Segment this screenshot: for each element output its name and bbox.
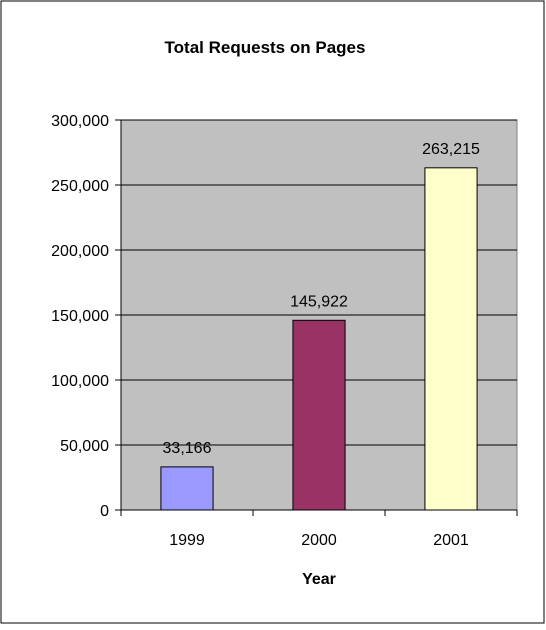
y-tick-label: 300,000 <box>51 113 109 130</box>
y-tick-label: 50,000 <box>60 438 109 455</box>
bar-1999 <box>160 466 214 511</box>
bar-2000 <box>292 319 346 511</box>
x-tick-label: 2000 <box>301 532 337 549</box>
chart-title: Total Requests on Pages <box>165 38 366 57</box>
bar-2001 <box>424 167 478 511</box>
data-label: 145,922 <box>290 293 348 310</box>
y-axis-ticks: 0 50,000 100,000 150,000 200,000 250,000 300,0… <box>51 113 121 520</box>
x-tick-label: 2001 <box>433 532 469 549</box>
y-tick-label: 150,000 <box>51 308 109 325</box>
bars <box>160 167 478 511</box>
y-tick-label: 0 <box>100 503 109 520</box>
data-label: 33,166 <box>163 440 212 457</box>
x-axis-label: Year <box>302 571 336 588</box>
y-tick-label: 200,000 <box>51 243 109 260</box>
x-axis-ticks: 1999 2000 2001 <box>120 510 518 549</box>
y-tick-label: 250,000 <box>51 178 109 195</box>
y-tick-label: 100,000 <box>51 373 109 390</box>
x-tick-label: 1999 <box>169 532 205 549</box>
data-label: 263,215 <box>422 141 480 158</box>
data-labels: 33,166 145,922 263,215 <box>163 141 480 457</box>
